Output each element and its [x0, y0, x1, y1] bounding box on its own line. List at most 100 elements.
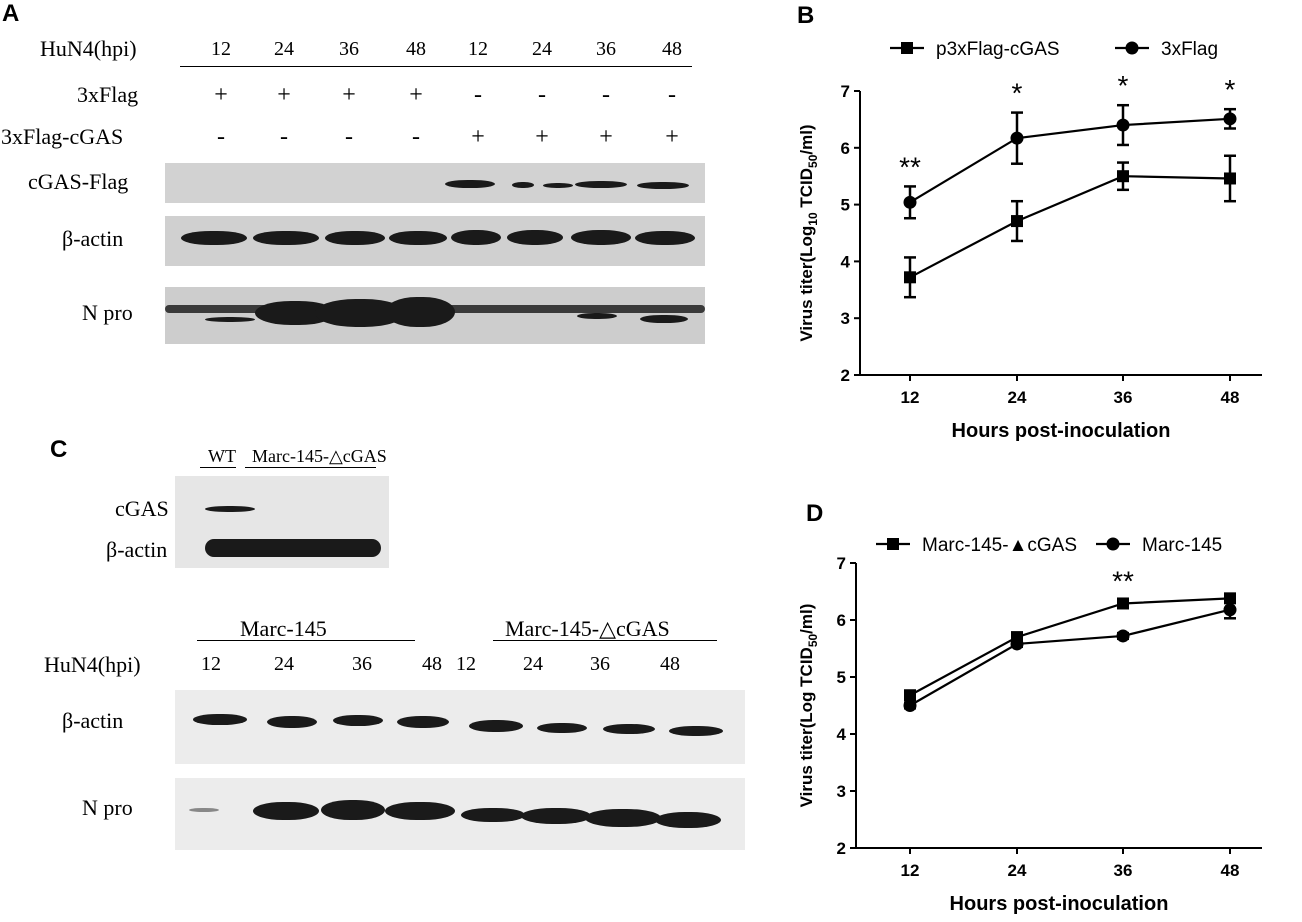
- chart-d-ylabel-main: Virus titer(Log TCID: [797, 647, 816, 807]
- panel-b-letter: B: [797, 2, 815, 29]
- chart-b-xlabel: Hours post-inoculation: [952, 420, 1171, 442]
- chart-d-xtick-label-2: 36: [1114, 861, 1133, 880]
- panel-c-blot-npro: [175, 778, 745, 850]
- chart-b-series-0-point-1: [1011, 215, 1023, 228]
- chart-b-ylabel: Virus titer(Log10 TCID50/ml): [797, 124, 820, 341]
- panel-a-blot-cgas-flag: [165, 163, 705, 203]
- panel-a-blot-actin: [165, 216, 705, 266]
- panel-c-wt-label: WT: [208, 446, 236, 466]
- chart-b-xtick-label-1: 24: [1008, 388, 1027, 407]
- chart-d-legend-label-0: Marc-145-▲cGAS: [922, 535, 1077, 556]
- panel-a-row2-mark-7: +: [665, 124, 679, 150]
- chart-d-ytick-label-2: 4: [837, 725, 847, 744]
- chart-b-series-0-line: [909, 175, 1231, 279]
- panel-a-row2-mark-2: -: [345, 124, 353, 150]
- panel-c-group2-label: Marc-145-△cGAS: [505, 616, 670, 641]
- panel-a-timepoint-7: 48: [662, 38, 682, 60]
- panel-a-letter: A: [2, 0, 20, 27]
- panel-a-timepoint-3: 48: [406, 38, 426, 60]
- panel-c-timepoint-4: 12: [456, 653, 476, 675]
- chart-b-ytick-label-0: 2: [841, 366, 850, 385]
- panel-a-blot-label-cgas-flag: cGAS-Flag: [28, 169, 129, 194]
- chart-b-annotation-3: *: [1225, 74, 1236, 105]
- panel-a-timepoint-2: 36: [339, 38, 359, 60]
- chart-b-series-0-point-0: [904, 271, 916, 284]
- panel-d-letter: D: [806, 500, 824, 527]
- panel-c-timepoint-1: 24: [274, 653, 294, 675]
- chart-d-xtick-label-0: 12: [901, 861, 920, 880]
- chart-d-series-1-point-2: [1116, 629, 1130, 643]
- panel-a-hpi-label: HuN4(hpi): [40, 36, 137, 61]
- panel-a-blot-label-actin: β-actin: [62, 226, 124, 251]
- panel-c-timepoint-7: 48: [660, 653, 680, 675]
- panel-c-timepoint-0: 12: [201, 653, 221, 675]
- panel-a-row1-mark-7: -: [668, 82, 676, 108]
- panel-a-row1-mark-5: -: [538, 82, 546, 108]
- chart-b-series-0-point-3: [1224, 172, 1236, 185]
- panel-a-row2-mark-0: -: [217, 124, 225, 150]
- chart-d-xtick-label-1: 24: [1008, 861, 1027, 880]
- panel-a-row1-mark-1: +: [277, 82, 291, 108]
- panel-c-timepoint-5: 24: [523, 653, 543, 675]
- panel-a-timepoint-0: 12: [211, 38, 231, 60]
- chart-b-series-1-point-0: [903, 195, 917, 209]
- panel-a-row1-mark-3: +: [409, 82, 423, 108]
- chart-b-ytick-label-3: 5: [841, 196, 850, 215]
- panel-c-timepoint-6: 36: [590, 653, 610, 675]
- panel-a-row1-mark-4: -: [474, 82, 482, 108]
- panel-a-timepoint-6: 36: [596, 38, 616, 60]
- chart-b-annotation-0: **: [899, 151, 921, 182]
- chart-b-ylabel-main: Virus titer(Log: [797, 226, 816, 342]
- panel-c-hpi-label: HuN4(hpi): [44, 652, 141, 677]
- chart-d-ytick-label-0: 2: [837, 839, 846, 858]
- panel-a-timepoint-4: 12: [468, 38, 488, 60]
- chart-b-legend-label-0: p3xFlag-cGAS: [936, 39, 1060, 60]
- panel-c-timepoint-3: 48: [422, 653, 442, 675]
- chart-b-xtick-label-2: 36: [1114, 388, 1133, 407]
- chart-b-xtick-label-0: 12: [901, 388, 920, 407]
- chart-b-ylabel-end: /ml): [797, 124, 816, 154]
- panel-a-timepoint-1: 24: [274, 38, 294, 60]
- panel-a-row2-mark-6: +: [599, 124, 613, 150]
- panel-a-header-line: [180, 66, 692, 67]
- panel-a-row1-mark-0: +: [214, 82, 228, 108]
- panel-c-group1-line: [197, 640, 415, 641]
- chart-b-ytick-label-5: 7: [841, 82, 850, 101]
- chart-b-series-1-point-2: [1116, 118, 1130, 132]
- chart-b-xtick-label-3: 48: [1221, 388, 1240, 407]
- chart-b-series-1-line: [909, 117, 1231, 204]
- panel-c-top-label-cgas: cGAS: [115, 496, 169, 521]
- chart-b-legend-marker-1: [1125, 41, 1139, 55]
- chart-b-series-0-point-2: [1117, 170, 1129, 183]
- chart-b-ylabel-sub2: 50: [806, 154, 820, 168]
- chart-d-xtick-label-3: 48: [1221, 861, 1240, 880]
- chart-d-series-1-point-1: [1010, 637, 1024, 651]
- chart-b: 2 3 4 5 6 7 12 24 36 48 Hours post-inoculation Viru…: [797, 39, 1262, 442]
- panel-a-row2-mark-3: -: [412, 124, 420, 150]
- panel-a-row2-mark-1: -: [280, 124, 288, 150]
- chart-b-ytick-label-1: 3: [841, 309, 850, 328]
- panel-a-blot-npro: [165, 287, 705, 344]
- panel-c-group1-label: Marc-145: [240, 616, 327, 641]
- panel-c-top-label-actin: β-actin: [106, 537, 168, 562]
- panel-a-row2-label: 3xFlag-cGAS: [1, 124, 124, 149]
- chart-d: 2 3 4 5 6 7 12 24 36 48 Hours post-inoculation Viru…: [797, 535, 1262, 915]
- chart-d-series-1-line: [909, 608, 1231, 707]
- panel-c-timepoint-2: 36: [352, 653, 372, 675]
- chart-b-series-1-point-3: [1223, 112, 1237, 126]
- chart-d-series-1-point-0: [903, 699, 917, 712]
- chart-b-ylabel-mid: TCID: [797, 168, 816, 212]
- chart-d-legend-marker-0: [887, 538, 899, 550]
- chart-d-series-0-point-2: [1117, 597, 1129, 610]
- panel-a-row1-mark-6: -: [602, 82, 610, 108]
- panel-c-group2-line: [493, 640, 717, 641]
- panel-a-row1-label: 3xFlag: [77, 82, 139, 107]
- chart-d-series-0-point-0: [904, 689, 916, 702]
- chart-b-ytick-label-2: 4: [841, 252, 851, 271]
- chart-d-ylabel-sub2: 50: [806, 633, 820, 647]
- panel-a-row2-mark-5: +: [535, 124, 549, 150]
- panel-c-blot-label-npro: N pro: [82, 795, 133, 820]
- chart-d-legend-marker-1: [1106, 537, 1120, 551]
- panel-a-row2-mark-4: +: [471, 124, 485, 150]
- panel-c-top-blot: [175, 476, 389, 568]
